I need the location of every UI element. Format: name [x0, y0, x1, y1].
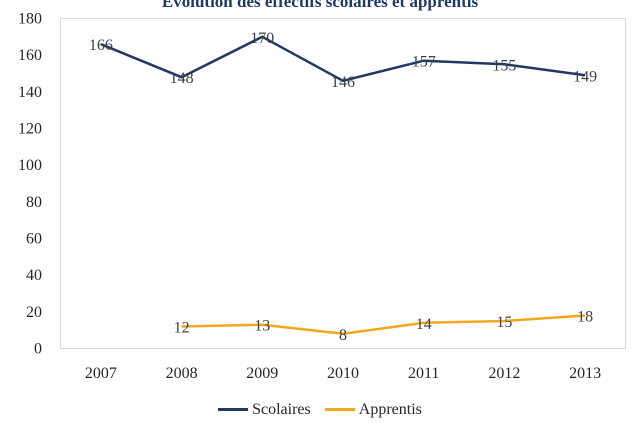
data-label: 146: [331, 74, 355, 91]
data-label: 12: [174, 320, 190, 337]
y-tick-label: 0: [34, 341, 42, 358]
y-tick-label: 160: [18, 47, 42, 64]
legend-item-scolaires: Scolaires: [218, 401, 311, 419]
data-label: 157: [412, 54, 436, 71]
y-tick-label: 20: [26, 304, 42, 321]
data-label: 166: [89, 37, 113, 54]
data-label: 15: [496, 314, 512, 331]
data-label: 155: [492, 57, 516, 74]
legend-item-apprentis: Apprentis: [324, 400, 422, 419]
legend-label: Scolaires: [252, 400, 311, 418]
y-tick-label: 80: [26, 194, 42, 211]
x-tick-label: 2011: [408, 365, 439, 382]
data-label: 13: [254, 318, 270, 335]
x-tick-label: 2012: [488, 365, 520, 382]
x-tick-label: 2010: [327, 365, 359, 382]
y-tick-label: 140: [18, 84, 42, 101]
chart-title: Évolution des effectifs scolaires et app…: [161, 0, 479, 11]
data-label: 8: [339, 327, 347, 344]
data-label: 149: [573, 68, 597, 85]
y-tick-label: 40: [26, 267, 42, 284]
plot-area-frame: [60, 18, 626, 349]
series-line-apprentis: [181, 314, 586, 336]
x-tick-label: 2008: [166, 365, 198, 382]
data-label: 14: [416, 316, 432, 333]
data-label: 170: [250, 30, 274, 47]
y-tick-label: 60: [26, 231, 42, 248]
data-label: 148: [170, 70, 194, 87]
y-tick-label: 100: [18, 157, 42, 174]
legend-swatch: [324, 408, 355, 411]
x-tick-label: 2009: [246, 365, 278, 382]
data-label: 18: [577, 309, 593, 326]
x-tick-label: 2007: [85, 365, 117, 382]
chart-legend: Scolaires Apprentis: [0, 398, 640, 419]
y-tick-label: 120: [18, 121, 42, 138]
legend-label: Apprentis: [358, 400, 422, 418]
series-line-scolaires: [100, 35, 586, 83]
x-tick-label: 2013: [569, 365, 601, 382]
legend-swatch: [218, 408, 249, 411]
y-tick-label: 180: [18, 11, 42, 28]
